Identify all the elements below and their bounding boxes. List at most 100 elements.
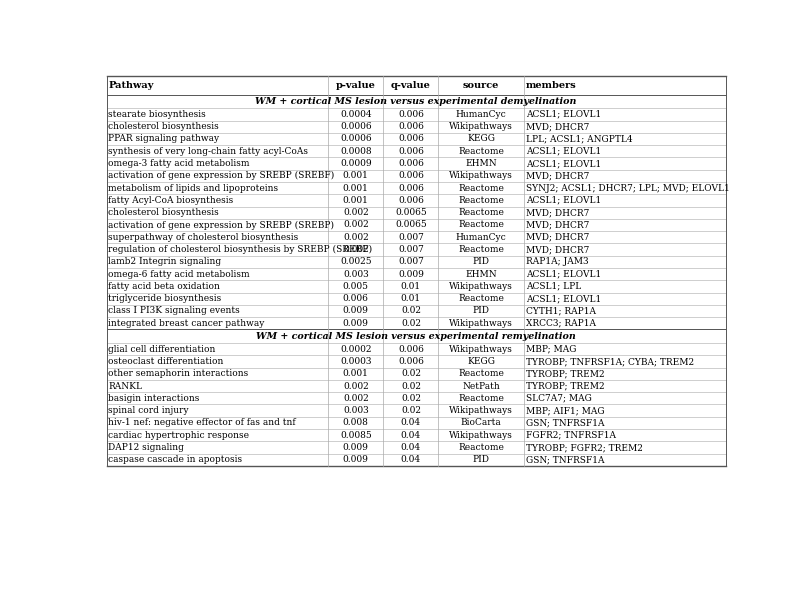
Text: GSN; TNFRSF1A: GSN; TNFRSF1A bbox=[526, 455, 603, 465]
Text: osteoclast differentiation: osteoclast differentiation bbox=[109, 357, 224, 366]
Text: 0.005: 0.005 bbox=[342, 282, 368, 291]
Text: MBP; MAG: MBP; MAG bbox=[526, 345, 576, 353]
Text: MVD; DHCR7: MVD; DHCR7 bbox=[526, 220, 589, 229]
Text: MVD; DHCR7: MVD; DHCR7 bbox=[526, 233, 589, 242]
Text: 0.0008: 0.0008 bbox=[340, 147, 371, 156]
Text: ACSL1; ELOVL1: ACSL1; ELOVL1 bbox=[526, 110, 600, 119]
Text: 0.04: 0.04 bbox=[401, 455, 420, 465]
Text: 0.009: 0.009 bbox=[342, 455, 368, 465]
Text: HumanCyc: HumanCyc bbox=[455, 233, 506, 242]
Text: 0.008: 0.008 bbox=[342, 418, 368, 427]
Text: superpathway of cholesterol biosynthesis: superpathway of cholesterol biosynthesis bbox=[109, 233, 298, 242]
Text: members: members bbox=[526, 81, 576, 90]
Text: KEGG: KEGG bbox=[466, 357, 495, 366]
Text: RAP1A; JAM3: RAP1A; JAM3 bbox=[526, 257, 588, 267]
Text: 0.0006: 0.0006 bbox=[340, 122, 371, 131]
Text: 0.0065: 0.0065 bbox=[394, 208, 427, 217]
Text: fatty acid beta oxidation: fatty acid beta oxidation bbox=[109, 282, 220, 291]
Text: 0.006: 0.006 bbox=[397, 357, 423, 366]
Text: 0.02: 0.02 bbox=[401, 394, 420, 403]
Text: ACSL1; LPL: ACSL1; LPL bbox=[526, 282, 581, 291]
Text: TYROBP; TREM2: TYROBP; TREM2 bbox=[526, 382, 603, 391]
Text: 0.006: 0.006 bbox=[397, 196, 423, 205]
Text: Wikipathways: Wikipathways bbox=[448, 319, 513, 328]
Text: TYROBP; TNFRSF1A; CYBA; TREM2: TYROBP; TNFRSF1A; CYBA; TREM2 bbox=[526, 357, 693, 366]
Text: class I PI3K signaling events: class I PI3K signaling events bbox=[109, 307, 240, 316]
Text: 0.009: 0.009 bbox=[342, 319, 368, 328]
Text: WM + cortical MS lesion versus experimental remyelination: WM + cortical MS lesion versus experimen… bbox=[256, 332, 575, 341]
Text: RANKL: RANKL bbox=[109, 382, 142, 391]
Text: caspase cascade in apoptosis: caspase cascade in apoptosis bbox=[109, 455, 242, 465]
Text: 0.006: 0.006 bbox=[397, 135, 423, 144]
Text: HumanCyc: HumanCyc bbox=[455, 110, 506, 119]
Text: DAP12 signaling: DAP12 signaling bbox=[109, 443, 184, 452]
Text: 0.0065: 0.0065 bbox=[394, 220, 427, 229]
Text: source: source bbox=[462, 81, 499, 90]
Text: 0.002: 0.002 bbox=[342, 382, 368, 391]
Text: TYROBP; FGFR2; TREM2: TYROBP; FGFR2; TREM2 bbox=[526, 443, 642, 452]
Text: Reactome: Reactome bbox=[457, 294, 504, 303]
Text: lamb2 Integrin signaling: lamb2 Integrin signaling bbox=[109, 257, 221, 267]
Text: synthesis of very long-chain fatty acyl-CoAs: synthesis of very long-chain fatty acyl-… bbox=[109, 147, 308, 156]
Text: activation of gene expression by SREBP (SREBP): activation of gene expression by SREBP (… bbox=[109, 220, 334, 229]
Text: Reactome: Reactome bbox=[457, 220, 504, 229]
Text: 0.007: 0.007 bbox=[397, 257, 423, 267]
Text: 0.02: 0.02 bbox=[401, 307, 420, 316]
Text: PPAR signaling pathway: PPAR signaling pathway bbox=[109, 135, 219, 144]
Text: integrated breast cancer pathway: integrated breast cancer pathway bbox=[109, 319, 264, 328]
Text: SYNJ2; ACSL1; DHCR7; LPL; MVD; ELOVL1: SYNJ2; ACSL1; DHCR7; LPL; MVD; ELOVL1 bbox=[526, 184, 728, 193]
Text: 0.04: 0.04 bbox=[401, 431, 420, 440]
Text: Reactome: Reactome bbox=[457, 196, 504, 205]
Text: ACSL1; ELOVL1: ACSL1; ELOVL1 bbox=[526, 147, 600, 156]
Text: regulation of cholesterol biosynthesis by SREBP (SREBF): regulation of cholesterol biosynthesis b… bbox=[109, 245, 372, 254]
Text: GSN; TNFRSF1A: GSN; TNFRSF1A bbox=[526, 418, 603, 427]
Text: Wikipathways: Wikipathways bbox=[448, 282, 513, 291]
Text: 0.0009: 0.0009 bbox=[340, 159, 371, 168]
Text: PID: PID bbox=[472, 257, 489, 267]
Text: WM + cortical MS lesion versus experimental demyelination: WM + cortical MS lesion versus experimen… bbox=[255, 97, 576, 106]
Text: ACSL1; ELOVL1: ACSL1; ELOVL1 bbox=[526, 269, 600, 278]
Text: 0.002: 0.002 bbox=[342, 394, 368, 403]
Text: KEGG: KEGG bbox=[466, 135, 495, 144]
Text: 0.009: 0.009 bbox=[342, 443, 368, 452]
Text: basigin interactions: basigin interactions bbox=[109, 394, 200, 403]
Text: LPL; ACSL1; ANGPTL4: LPL; ACSL1; ANGPTL4 bbox=[526, 135, 632, 144]
Text: XRCC3; RAP1A: XRCC3; RAP1A bbox=[526, 319, 595, 328]
Text: Reactome: Reactome bbox=[457, 147, 504, 156]
Text: glial cell differentiation: glial cell differentiation bbox=[109, 345, 216, 353]
Text: MVD; DHCR7: MVD; DHCR7 bbox=[526, 245, 589, 254]
Text: activation of gene expression by SREBP (SREBF): activation of gene expression by SREBP (… bbox=[109, 171, 334, 180]
Text: 0.003: 0.003 bbox=[342, 406, 368, 415]
Text: 0.006: 0.006 bbox=[397, 110, 423, 119]
Text: 0.006: 0.006 bbox=[397, 184, 423, 193]
Text: 0.01: 0.01 bbox=[401, 282, 420, 291]
Text: Reactome: Reactome bbox=[457, 369, 504, 378]
Text: Wikipathways: Wikipathways bbox=[448, 122, 513, 131]
Text: fatty Acyl-CoA biosynthesis: fatty Acyl-CoA biosynthesis bbox=[109, 196, 234, 205]
Text: 0.02: 0.02 bbox=[401, 319, 420, 328]
Text: Reactome: Reactome bbox=[457, 245, 504, 254]
Text: 0.01: 0.01 bbox=[401, 294, 420, 303]
Text: 0.001: 0.001 bbox=[342, 196, 368, 205]
Text: 0.001: 0.001 bbox=[342, 369, 368, 378]
Text: Wikipathways: Wikipathways bbox=[448, 406, 513, 415]
Text: EHMN: EHMN bbox=[465, 269, 496, 278]
Text: MVD; DHCR7: MVD; DHCR7 bbox=[526, 171, 589, 180]
Text: 0.001: 0.001 bbox=[342, 171, 368, 180]
Text: 0.006: 0.006 bbox=[397, 147, 423, 156]
Text: 0.02: 0.02 bbox=[401, 369, 420, 378]
Text: 0.006: 0.006 bbox=[397, 171, 423, 180]
Text: MVD; DHCR7: MVD; DHCR7 bbox=[526, 122, 589, 131]
Text: Reactome: Reactome bbox=[457, 184, 504, 193]
Text: stearate biosynthesis: stearate biosynthesis bbox=[109, 110, 206, 119]
Text: Reactome: Reactome bbox=[457, 394, 504, 403]
Text: 0.003: 0.003 bbox=[342, 269, 368, 278]
Text: 0.002: 0.002 bbox=[342, 245, 368, 254]
Text: 0.02: 0.02 bbox=[401, 382, 420, 391]
Text: Reactome: Reactome bbox=[457, 208, 504, 217]
Text: 0.002: 0.002 bbox=[342, 233, 368, 242]
Text: BioCarta: BioCarta bbox=[460, 418, 501, 427]
Text: 0.006: 0.006 bbox=[397, 159, 423, 168]
Text: p-value: p-value bbox=[336, 81, 375, 90]
Text: hiv-1 nef: negative effector of fas and tnf: hiv-1 nef: negative effector of fas and … bbox=[109, 418, 296, 427]
